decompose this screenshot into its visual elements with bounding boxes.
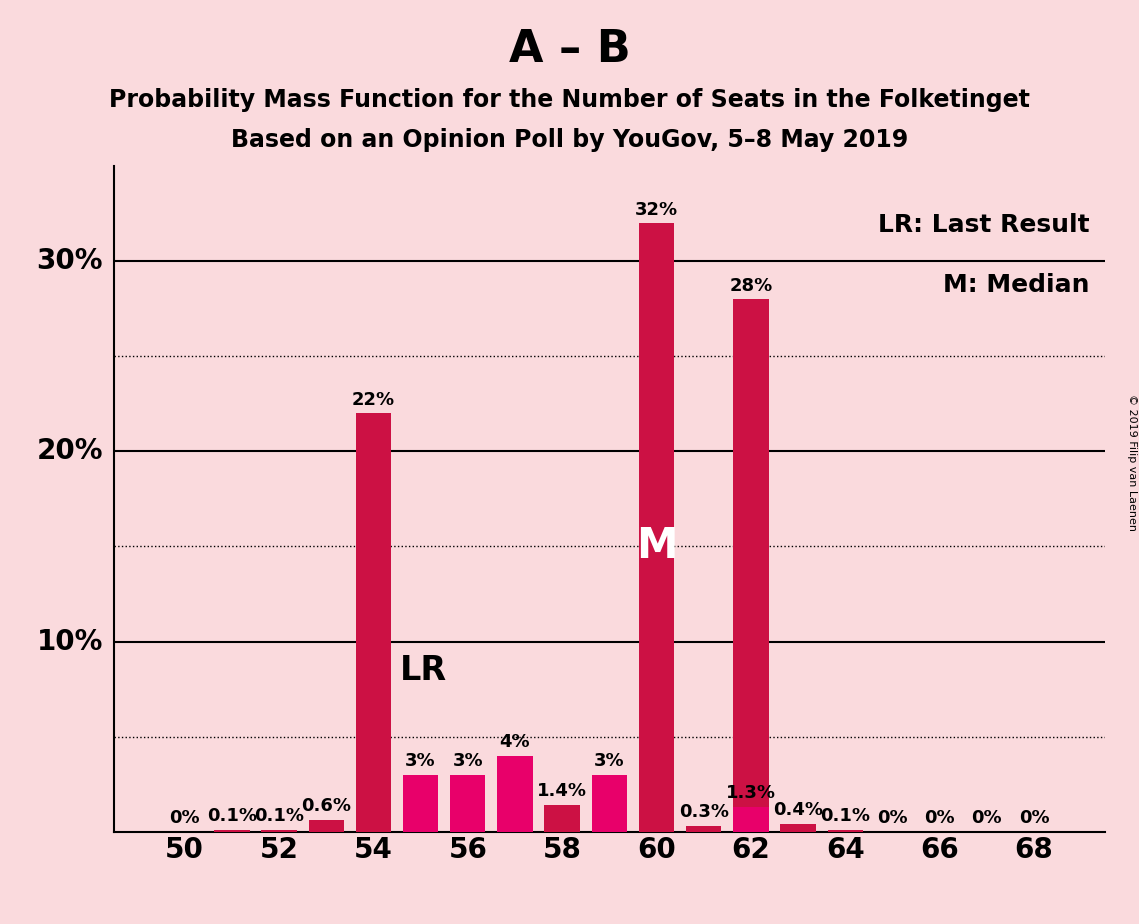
Text: 0%: 0%	[877, 808, 908, 827]
Text: M: Median: M: Median	[943, 273, 1090, 297]
Bar	[591, 774, 628, 832]
Text: M: M	[636, 526, 678, 567]
Text: 0.1%: 0.1%	[254, 807, 304, 825]
Text: 0%: 0%	[170, 808, 200, 827]
Text: A – B: A – B	[509, 28, 630, 71]
Text: 1.3%: 1.3%	[726, 784, 776, 802]
Text: 0.6%: 0.6%	[301, 797, 351, 816]
Bar	[403, 774, 439, 832]
Bar	[544, 805, 580, 832]
Text: 20%: 20%	[36, 437, 103, 466]
Text: 10%: 10%	[36, 627, 103, 655]
Text: © 2019 Filip van Laenen: © 2019 Filip van Laenen	[1126, 394, 1137, 530]
Bar	[734, 807, 769, 832]
Bar	[828, 830, 863, 832]
Text: 3%: 3%	[595, 752, 624, 770]
Text: 1.4%: 1.4%	[538, 783, 588, 800]
Text: 22%: 22%	[352, 391, 395, 408]
Text: LR: Last Result: LR: Last Result	[878, 213, 1090, 237]
Bar	[355, 413, 391, 832]
Bar	[309, 821, 344, 832]
Text: 0.4%: 0.4%	[773, 801, 823, 820]
Bar	[498, 756, 533, 832]
Text: 3%: 3%	[452, 752, 483, 770]
Text: 30%: 30%	[36, 248, 103, 275]
Bar	[686, 826, 721, 832]
Text: 28%: 28%	[729, 276, 772, 295]
Text: 0%: 0%	[925, 808, 954, 827]
Text: 0%: 0%	[972, 808, 1002, 827]
Text: 0%: 0%	[1018, 808, 1049, 827]
Bar	[450, 774, 485, 832]
Text: LR: LR	[400, 653, 446, 687]
Bar	[780, 824, 816, 832]
Bar	[639, 224, 674, 832]
Bar	[734, 299, 769, 832]
Text: 0.3%: 0.3%	[679, 803, 729, 821]
Text: 0.1%: 0.1%	[820, 807, 870, 825]
Text: 32%: 32%	[634, 201, 678, 219]
Bar	[214, 830, 249, 832]
Bar	[261, 830, 297, 832]
Text: 3%: 3%	[405, 752, 436, 770]
Text: Probability Mass Function for the Number of Seats in the Folketinget: Probability Mass Function for the Number…	[109, 88, 1030, 112]
Text: 0.1%: 0.1%	[207, 807, 257, 825]
Text: 4%: 4%	[500, 733, 531, 751]
Text: Based on an Opinion Poll by YouGov, 5–8 May 2019: Based on an Opinion Poll by YouGov, 5–8 …	[231, 128, 908, 152]
